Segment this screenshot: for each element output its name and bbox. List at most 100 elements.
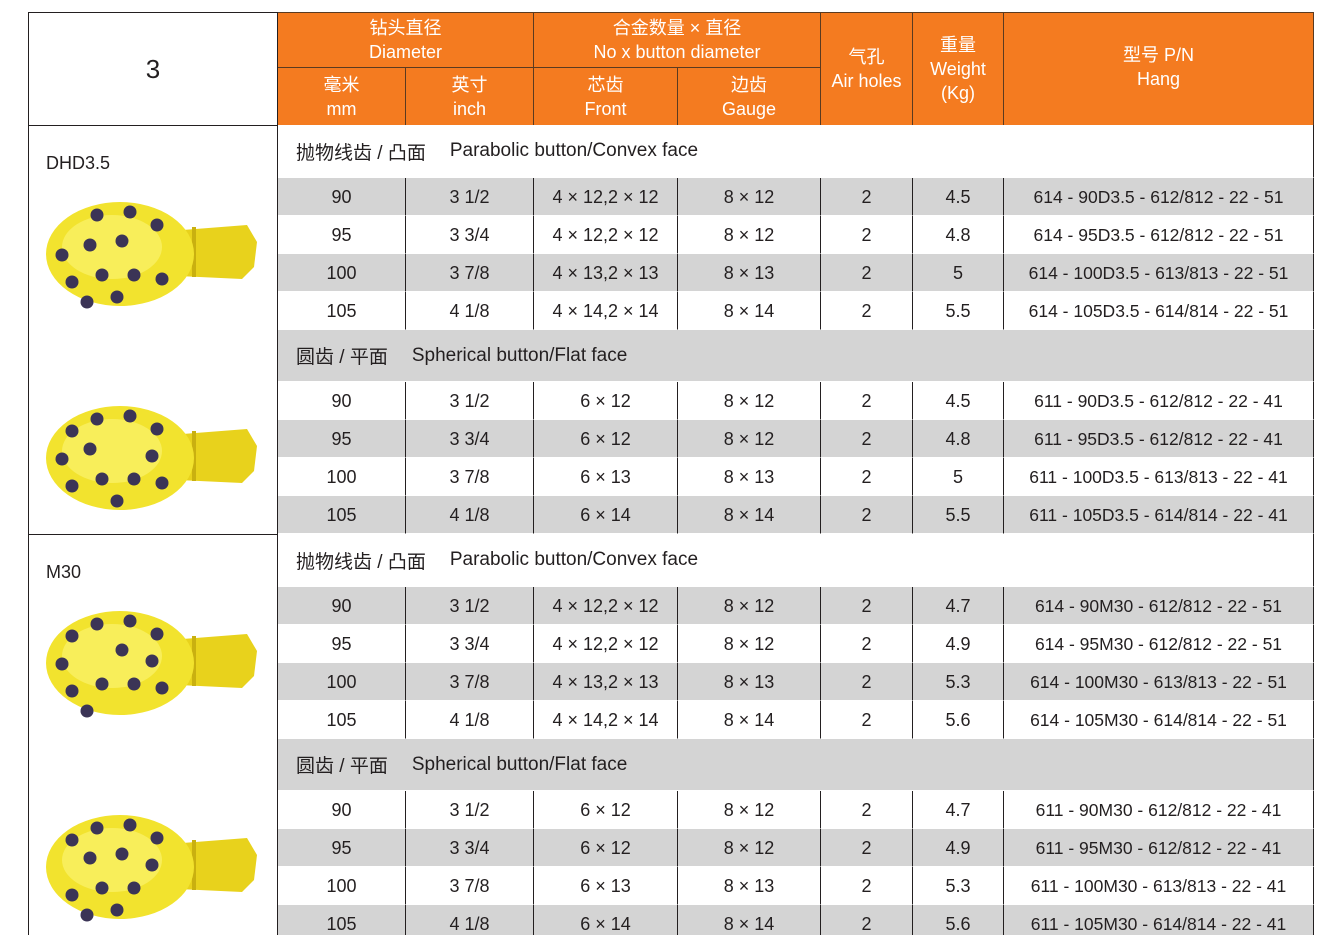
cell-text: 611 - 90D3.5 - 612/812 - 22 - 41 <box>1034 390 1283 411</box>
cell-text: 4 × 12,2 × 12 <box>552 595 659 616</box>
cell-text: 2 <box>861 709 872 730</box>
table-cell: 105 <box>277 496 405 534</box>
table-cell: 3 1/2 <box>405 587 533 625</box>
cell-text: 3 1/2 <box>449 186 490 207</box>
header-en: Air holes <box>831 71 902 91</box>
cell-text: 2 <box>861 837 872 858</box>
table-cell: 100 <box>277 663 405 701</box>
table-cell: 6 × 14 <box>533 905 677 935</box>
divider <box>28 534 278 535</box>
table-cell: 611 - 95D3.5 - 612/812 - 22 - 41 <box>1003 420 1314 458</box>
group-label-row: 抛物线齿 / 凸面 Parabolic button/Convex face <box>277 534 1314 587</box>
table-cell: 95 <box>277 216 405 254</box>
column-header: 气孔 Air holes <box>820 12 913 126</box>
table-cell: 90 <box>277 791 405 829</box>
table-cell: 2 <box>820 905 912 935</box>
table-cell: 8 × 12 <box>677 625 820 663</box>
column-header: 英寸 inch <box>405 67 534 126</box>
table-cell: 5 <box>912 254 1003 292</box>
cell-text: 611 - 100D3.5 - 613/813 - 22 - 41 <box>1029 466 1288 487</box>
table-cell: 5.5 <box>912 496 1003 534</box>
table-cell: 6 × 13 <box>533 867 677 905</box>
table-cell: 5.6 <box>912 701 1003 739</box>
table-cell: 3 7/8 <box>405 867 533 905</box>
group-header: 钻头直径 Diameter <box>277 12 534 68</box>
table-cell: 611 - 90D3.5 - 612/812 - 22 - 41 <box>1003 382 1314 420</box>
column-border <box>277 12 278 935</box>
table-cell: 8 × 12 <box>677 829 820 867</box>
cell-text: 6 × 14 <box>580 504 631 525</box>
table-cell: 4 × 14,2 × 14 <box>533 292 677 330</box>
cell-text: 8 × 12 <box>723 428 775 449</box>
header-en: Front <box>584 98 627 119</box>
drill-bit-image <box>46 815 257 922</box>
table-cell: 2 <box>820 420 912 458</box>
label-zh: 圆齿 / 平面 <box>296 756 388 777</box>
table-cell: 105 <box>277 905 405 935</box>
table-cell: 4 × 13,2 × 13 <box>533 663 677 701</box>
header-en: Gauge <box>721 98 777 119</box>
cell-text: 5.5 <box>945 504 971 525</box>
cell-text: 100 <box>326 466 357 487</box>
table-cell: 8 × 14 <box>677 701 820 739</box>
cell-text: 2 <box>861 504 872 525</box>
table-cell: 4 1/8 <box>405 292 533 330</box>
table-cell: 3 1/2 <box>405 791 533 829</box>
table-cell: 100 <box>277 254 405 292</box>
table-cell: 8 × 14 <box>677 905 820 935</box>
cell-text: 2 <box>861 595 872 616</box>
table-cell: 2 <box>820 625 912 663</box>
cell-text: 611 - 105M30 - 614/814 - 22 - 41 <box>1030 913 1287 934</box>
table-cell: 8 × 12 <box>677 420 820 458</box>
header-en: Diameter <box>368 42 443 62</box>
table-cell: 8 × 12 <box>677 178 820 216</box>
cell-text: 614 - 105D3.5 - 614/814 - 22 - 51 <box>1028 300 1289 321</box>
table-cell: 8 × 12 <box>677 587 820 625</box>
table-cell: 8 × 12 <box>677 216 820 254</box>
cell-text: 8 × 12 <box>723 799 775 820</box>
table-cell: 2 <box>820 587 912 625</box>
table-cell: 100 <box>277 458 405 496</box>
group-label-row: 圆齿 / 平面 Spherical button/Flat face <box>277 739 1314 791</box>
table-cell: 2 <box>820 663 912 701</box>
table-cell: 5.3 <box>912 663 1003 701</box>
header-zh: 边齿 <box>731 74 767 95</box>
drill-bit-image <box>46 202 257 309</box>
cell-text: 614 - 90D3.5 - 612/812 - 22 - 51 <box>1033 186 1284 207</box>
cell-text: 4 × 12,2 × 12 <box>552 186 659 207</box>
cell-text: 105 <box>326 504 357 525</box>
cell-text: 4.5 <box>945 390 971 411</box>
table-cell: 2 <box>820 216 912 254</box>
table-cell: 4.5 <box>912 178 1003 216</box>
cell-text: 8 × 12 <box>723 633 775 654</box>
table-cell: 3 3/4 <box>405 420 533 458</box>
drill-bit-image <box>46 611 257 718</box>
header-en: inch <box>452 98 487 119</box>
cell-text: 2 <box>861 875 872 896</box>
cell-text: 5.6 <box>945 913 971 934</box>
cell-text: 2 <box>861 300 872 321</box>
table-cell: 4 × 12,2 × 12 <box>533 178 677 216</box>
corner-text: 3 <box>145 54 161 84</box>
table-cell: 2 <box>820 292 912 330</box>
cell-text: 95 <box>331 633 352 654</box>
cell-text: 5.5 <box>945 300 971 321</box>
column-header: 边齿 Gauge <box>677 67 821 126</box>
table-cell: 95 <box>277 625 405 663</box>
cell-text: 8 × 13 <box>723 466 775 487</box>
table-cell: 4.5 <box>912 382 1003 420</box>
table-cell: 6 × 12 <box>533 382 677 420</box>
cell-text: 4 × 12,2 × 12 <box>552 224 659 245</box>
table-cell: 95 <box>277 829 405 867</box>
header-en: mm <box>326 98 357 119</box>
cell-text: 8 × 12 <box>723 837 775 858</box>
cell-text: 4.7 <box>945 799 971 820</box>
table-cell: 611 - 100D3.5 - 613/813 - 22 - 41 <box>1003 458 1314 496</box>
cell-text: 3 1/2 <box>449 595 490 616</box>
cell-text: 2 <box>861 262 872 283</box>
table-cell: 3 3/4 <box>405 625 533 663</box>
table-cell: 2 <box>820 791 912 829</box>
table-cell: 3 1/2 <box>405 382 533 420</box>
cell-text: 2 <box>861 390 872 411</box>
table-cell: 5.3 <box>912 867 1003 905</box>
